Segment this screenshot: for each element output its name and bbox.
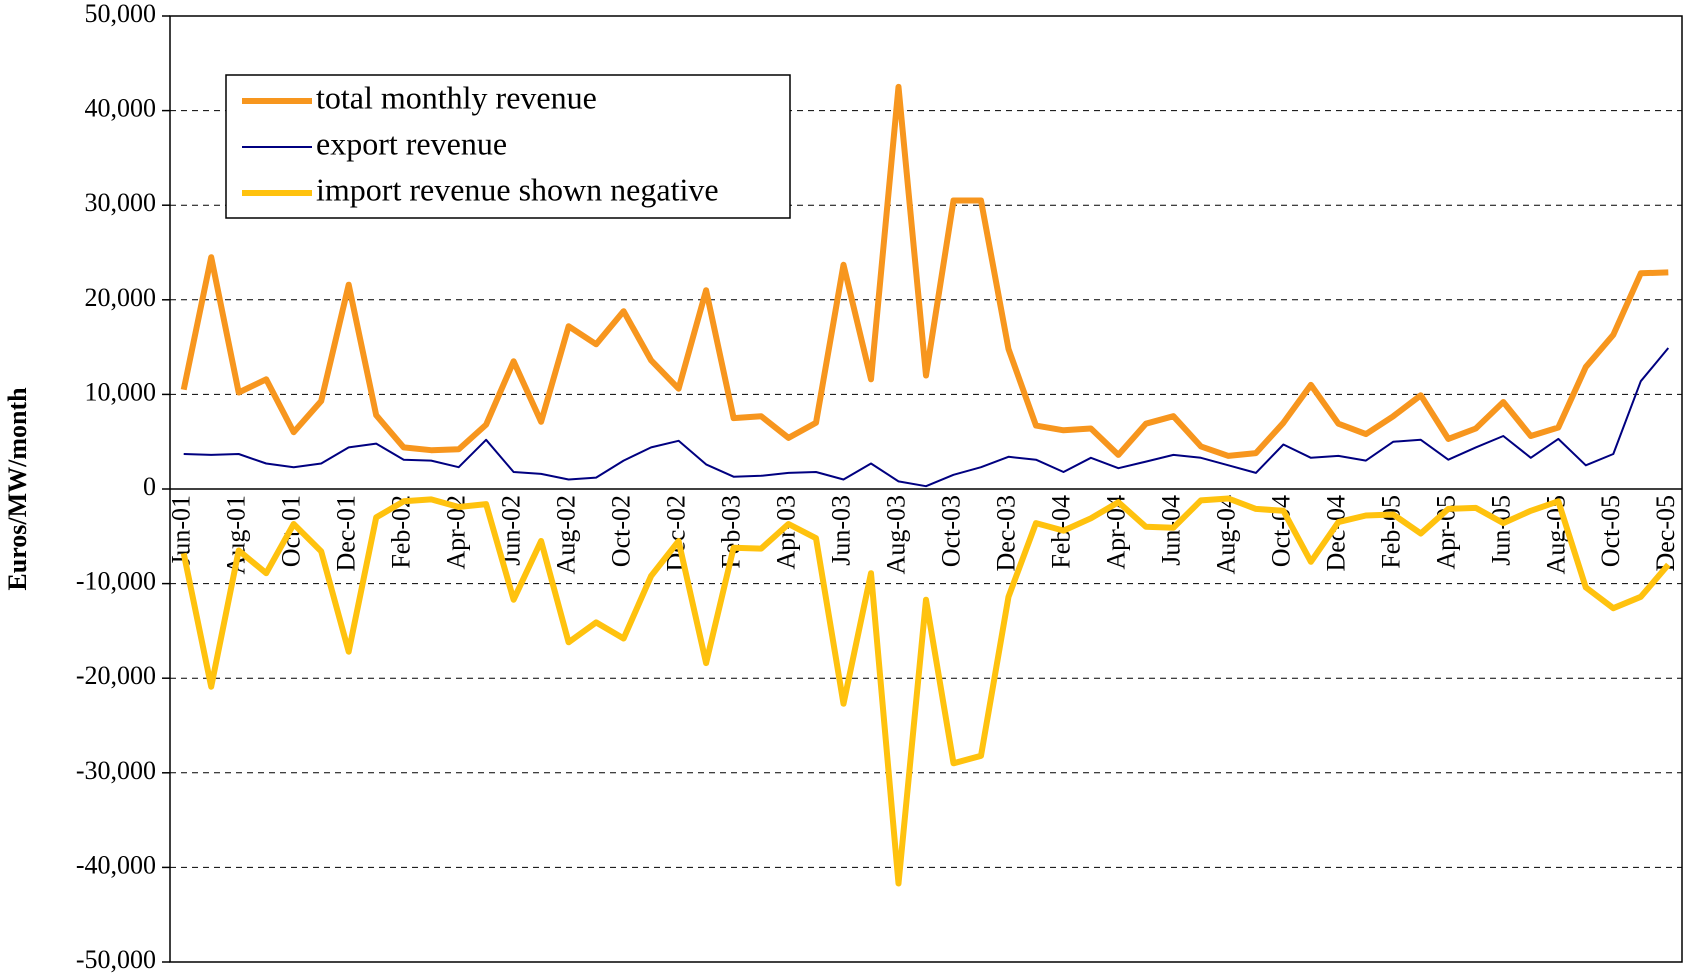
x-tick-label: Oct-02 — [607, 495, 636, 567]
x-tick-label: Feb-05 — [1376, 495, 1405, 569]
x-tick-label: Dec-04 — [1321, 495, 1350, 572]
y-tick-label: 20,000 — [85, 283, 157, 312]
y-tick-label: -30,000 — [76, 756, 156, 785]
y-tick-label: 30,000 — [85, 188, 157, 217]
x-tick-label: Jun-03 — [826, 495, 855, 566]
series-line — [180, 83, 1669, 459]
legend-label: total monthly revenue — [316, 79, 597, 115]
y-tick-label: 50,000 — [85, 0, 157, 28]
x-tick-label: Aug-04 — [1211, 495, 1240, 574]
legend-label: export revenue — [316, 125, 507, 161]
y-tick-label: 0 — [143, 472, 156, 501]
x-tick-label: Dec-05 — [1651, 495, 1680, 572]
x-tick-label: Aug-03 — [881, 495, 910, 574]
series-line — [180, 495, 1671, 887]
y-tick-label: -10,000 — [76, 567, 156, 596]
legend-box — [225, 74, 791, 219]
y-tick-label: -50,000 — [76, 945, 156, 974]
series-line — [183, 347, 1670, 488]
y-tick-label: 40,000 — [85, 94, 157, 123]
x-tick-label: Oct-05 — [1596, 495, 1625, 567]
x-tick-label: Dec-01 — [332, 495, 361, 572]
x-tick-label: Jun-05 — [1486, 495, 1515, 566]
x-tick-label: Dec-03 — [991, 495, 1020, 572]
legend-label: import revenue shown negative — [316, 171, 719, 207]
y-tick-label: -40,000 — [76, 850, 156, 879]
y-tick-label: -20,000 — [76, 661, 156, 690]
y-axis-label: Euros/MW/month — [3, 387, 32, 591]
y-tick-label: 10,000 — [85, 377, 157, 406]
x-tick-label: Aug-02 — [552, 495, 581, 574]
x-tick-label: Oct-03 — [936, 495, 965, 567]
